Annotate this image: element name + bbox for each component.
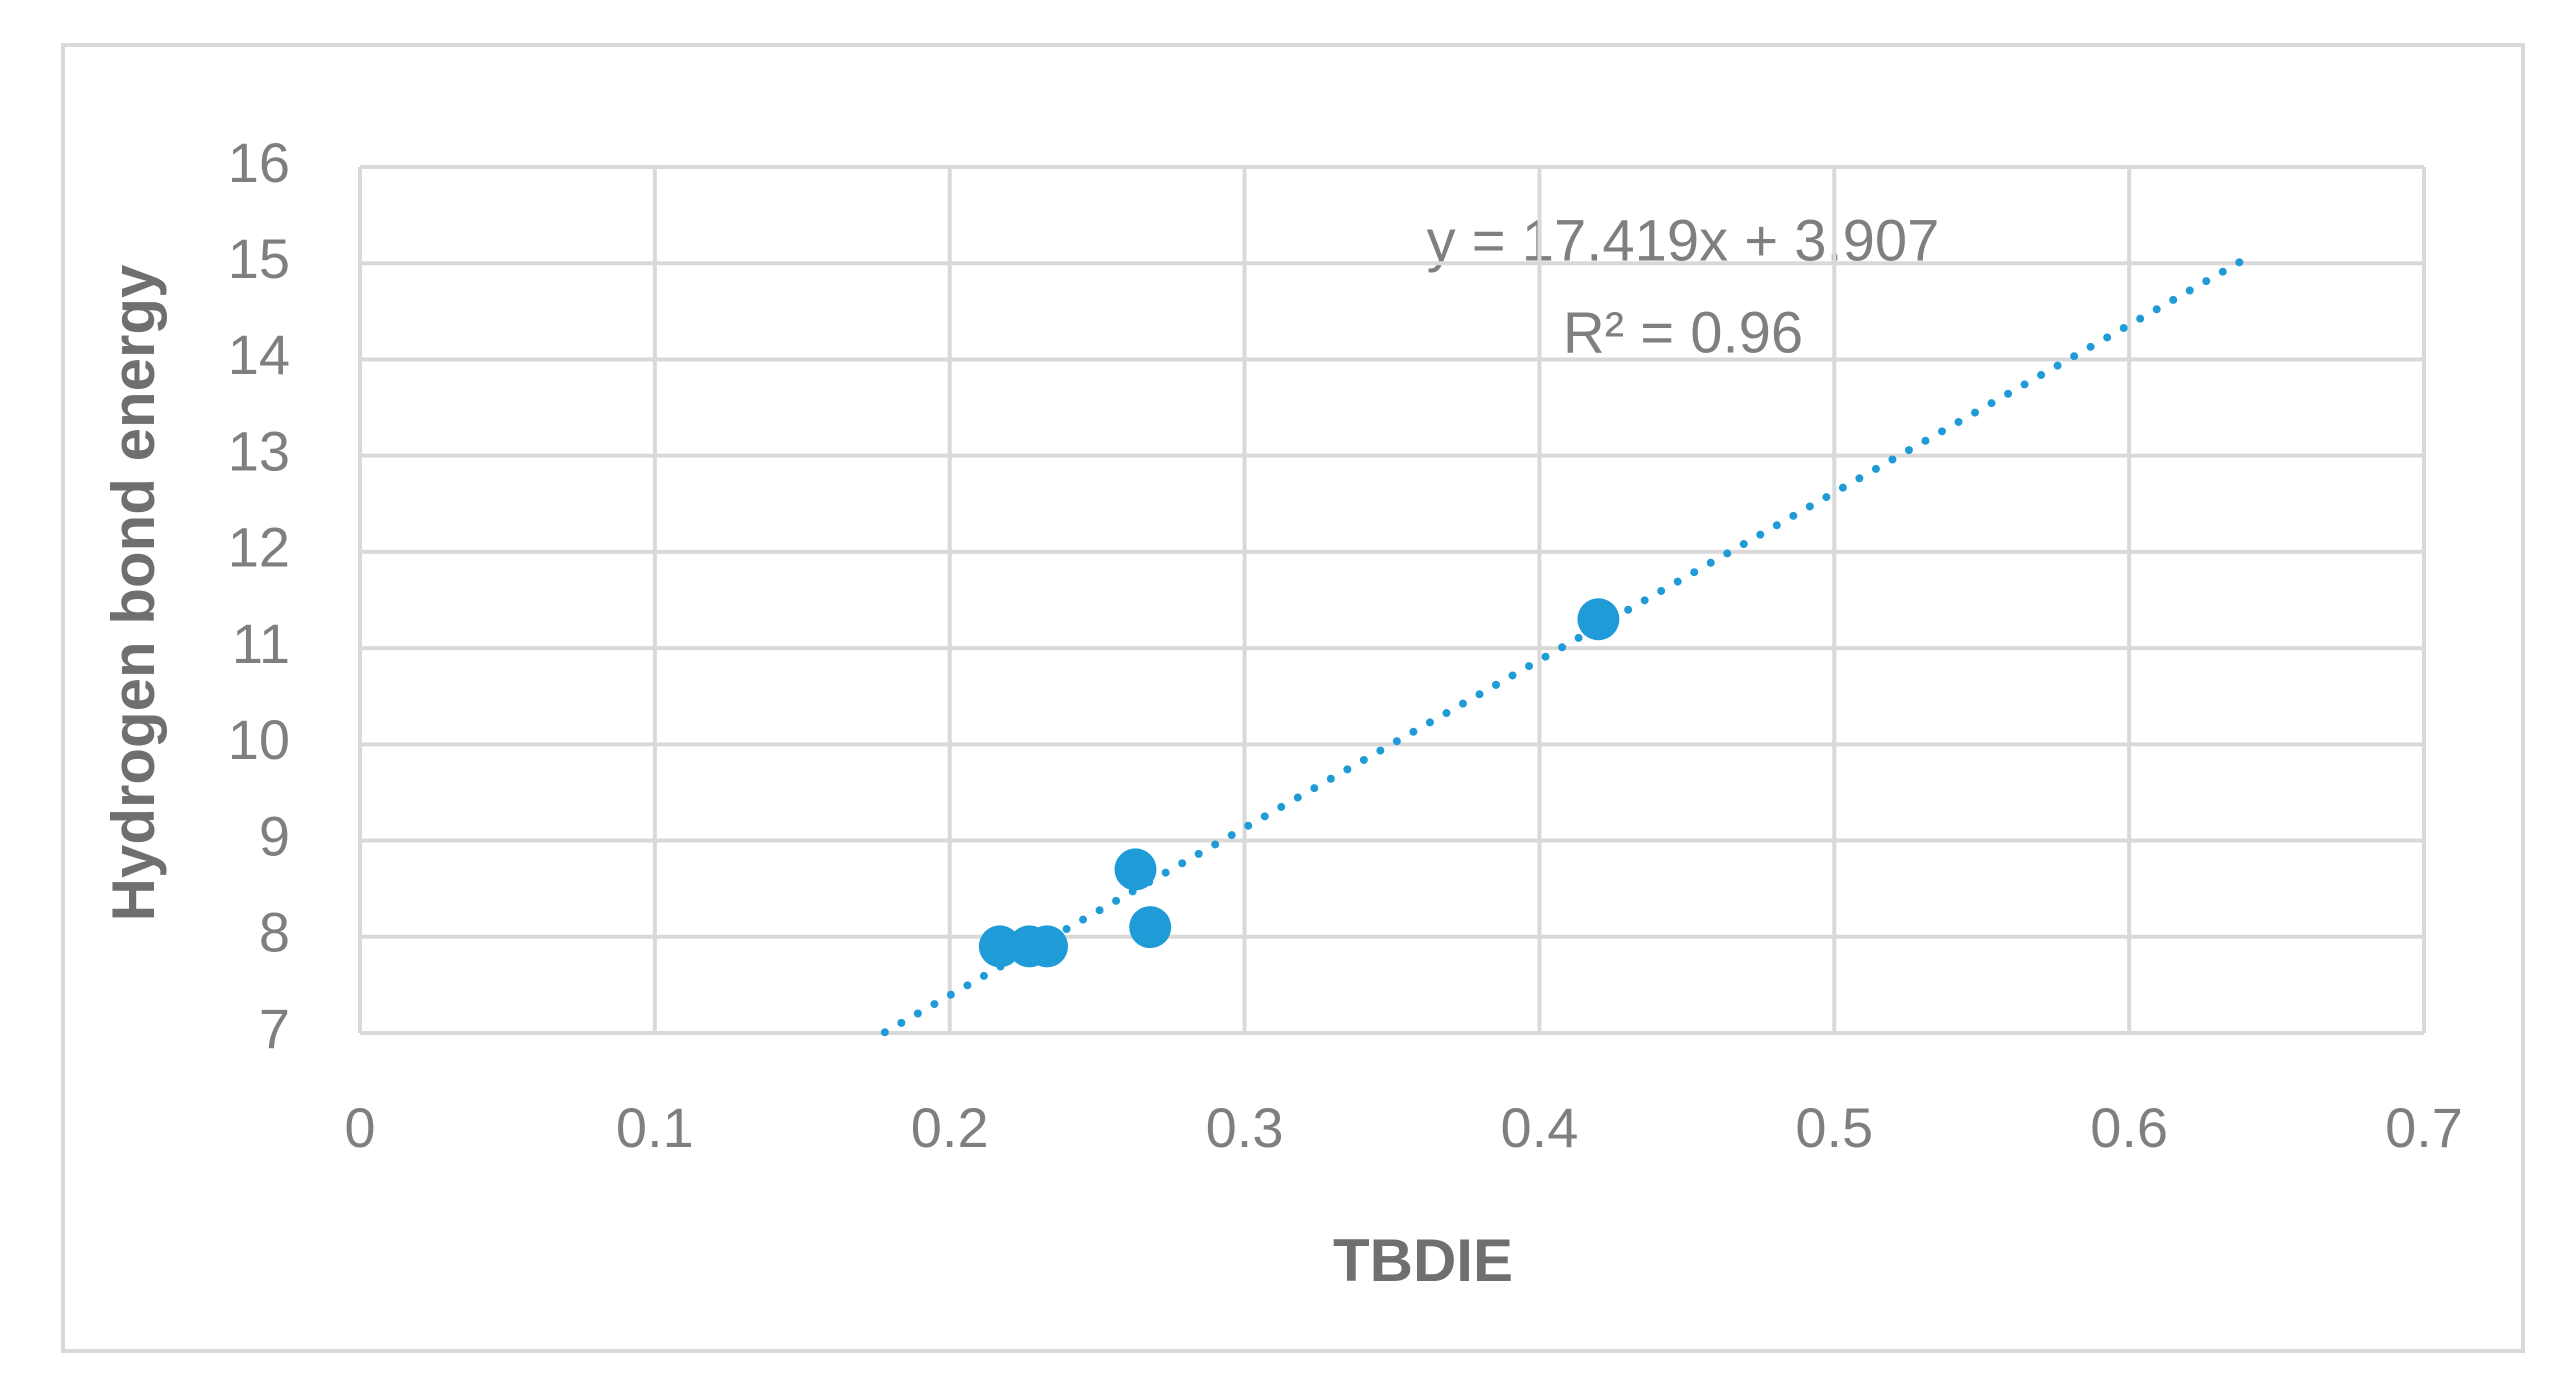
x-tick-label: 0 bbox=[344, 1096, 375, 1159]
x-tick-label: 0.4 bbox=[1500, 1096, 1578, 1159]
x-tick-label: 0.2 bbox=[911, 1096, 989, 1159]
x-tick-label: 0.5 bbox=[1795, 1096, 1873, 1159]
y-tick-label: 16 bbox=[228, 131, 290, 194]
y-tick-label: 7 bbox=[259, 997, 290, 1060]
y-tick-label: 14 bbox=[228, 323, 290, 386]
x-axis-title: TBDIE bbox=[1333, 1227, 1513, 1294]
data-point bbox=[1129, 906, 1172, 949]
x-tick-label: 0.7 bbox=[2385, 1096, 2463, 1159]
x-tick-label: 0.3 bbox=[1206, 1096, 1284, 1159]
y-tick-label: 13 bbox=[228, 419, 290, 482]
y-tick-label: 10 bbox=[228, 708, 290, 771]
data-point bbox=[1577, 598, 1620, 641]
data-point bbox=[1114, 848, 1157, 891]
y-axis-title: Hydrogen bond energy bbox=[100, 264, 167, 921]
data-point bbox=[978, 925, 1021, 968]
trendline-r-squared: R² = 0.96 bbox=[1563, 300, 1803, 365]
y-tick-label: 8 bbox=[259, 901, 290, 964]
y-tick-label: 12 bbox=[228, 516, 290, 579]
x-tick-label: 0.6 bbox=[2090, 1096, 2168, 1159]
y-tick-label: 15 bbox=[228, 227, 290, 290]
y-tick-label: 11 bbox=[232, 612, 290, 675]
data-point bbox=[1026, 925, 1069, 968]
x-tick-label: 0.1 bbox=[616, 1096, 694, 1159]
y-tick-label: 9 bbox=[259, 804, 290, 867]
